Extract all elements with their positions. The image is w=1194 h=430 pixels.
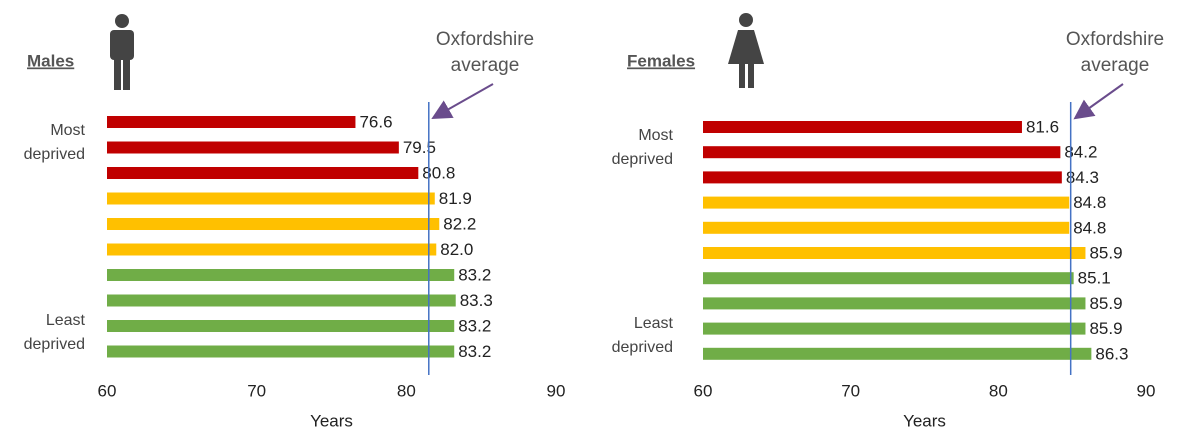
value-label: 79.5 xyxy=(403,138,436,157)
value-label: 84.8 xyxy=(1073,193,1106,212)
x-tick-label: 60 xyxy=(98,381,117,400)
bar xyxy=(703,196,1070,209)
value-label: 85.9 xyxy=(1089,294,1122,313)
bottom-label: deprived xyxy=(612,339,673,356)
top-label: deprived xyxy=(24,146,85,163)
top-label: Most xyxy=(50,122,85,139)
reference-arrow xyxy=(1073,83,1124,120)
top-label: deprived xyxy=(612,151,673,168)
value-label: 81.6 xyxy=(1026,117,1059,136)
bar xyxy=(703,347,1092,360)
reference-label: Oxfordshire xyxy=(1066,29,1164,50)
x-tick-label: 70 xyxy=(247,381,266,400)
reference-label: Oxfordshire xyxy=(436,29,534,50)
bar xyxy=(107,345,455,358)
bottom-label: Least xyxy=(634,315,674,332)
chart-title: Males xyxy=(27,51,74,70)
x-tick-label: 80 xyxy=(397,381,416,400)
bar xyxy=(107,320,455,332)
bar xyxy=(703,297,1086,310)
x-tick-label: 90 xyxy=(1137,381,1156,400)
bar xyxy=(107,218,440,230)
value-label: 83.3 xyxy=(460,291,493,310)
bar xyxy=(703,247,1086,259)
bar xyxy=(107,269,455,281)
x-tick-label: 70 xyxy=(841,381,860,400)
value-label: 85.9 xyxy=(1089,243,1122,262)
value-label: 76.6 xyxy=(359,112,392,131)
value-label: 84.8 xyxy=(1073,218,1106,237)
x-tick-label: 90 xyxy=(547,381,566,400)
value-label: 81.9 xyxy=(439,189,472,208)
reference-arrow xyxy=(431,83,494,119)
bar xyxy=(703,221,1070,234)
value-label: 84.3 xyxy=(1066,168,1099,187)
value-label: 83.2 xyxy=(458,316,491,335)
x-tick-label: 80 xyxy=(989,381,1008,400)
bar xyxy=(107,192,435,205)
bar xyxy=(703,121,1022,133)
value-label: 80.8 xyxy=(422,163,455,182)
x-tick-label: 60 xyxy=(694,381,713,400)
chart-title: Females xyxy=(627,51,695,70)
bottom-label: Least xyxy=(46,312,86,329)
value-label: 82.0 xyxy=(440,240,473,259)
reference-label: average xyxy=(451,55,520,76)
value-label: 84.2 xyxy=(1064,143,1097,162)
bar xyxy=(107,294,456,307)
value-label: 83.2 xyxy=(458,342,491,361)
bar xyxy=(703,272,1074,285)
bar xyxy=(107,141,399,154)
bottom-label: deprived xyxy=(24,336,85,353)
value-label: 85.1 xyxy=(1078,269,1111,288)
bar xyxy=(107,116,356,128)
bar xyxy=(703,146,1061,159)
bar xyxy=(107,167,419,179)
reference-label: average xyxy=(1081,55,1150,76)
x-axis-label: Years xyxy=(310,411,353,430)
value-label: 83.2 xyxy=(458,265,491,284)
value-label: 86.3 xyxy=(1095,344,1128,363)
value-label: 85.9 xyxy=(1089,319,1122,338)
top-label: Most xyxy=(638,127,673,144)
male-icon xyxy=(110,14,134,90)
bar xyxy=(703,322,1086,335)
female-icon xyxy=(728,13,764,88)
bar xyxy=(703,171,1062,184)
value-label: 82.2 xyxy=(443,214,476,233)
bar xyxy=(107,243,437,256)
x-axis-label: Years xyxy=(903,411,946,430)
